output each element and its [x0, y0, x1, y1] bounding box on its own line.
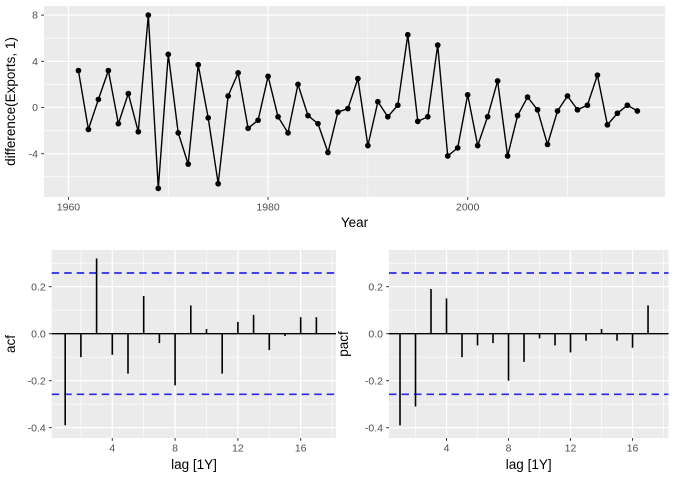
pacf-plot-area: 4 8 12 16 0.2 0.0 -0.2 -0.4 [365, 250, 669, 455]
data-point [165, 51, 172, 58]
x-tick-label: 8 [172, 443, 178, 455]
acf-plot-area: 4 8 12 16 0.2 0.0 -0.2 -0.4 [28, 250, 336, 455]
data-point [524, 94, 531, 100]
data-point [464, 91, 471, 98]
y-tick-label: 4 [32, 56, 38, 68]
data-point [624, 102, 631, 109]
data-point [504, 153, 511, 159]
y-tick-label: 0.0 [31, 328, 46, 340]
data-point [255, 117, 261, 124]
data-point [335, 109, 341, 115]
data-point [105, 67, 112, 74]
data-point [285, 130, 291, 136]
x-tick-label: 2000 [456, 202, 480, 214]
data-point [594, 72, 601, 79]
data-point [75, 67, 82, 74]
y-tick-label: 0.2 [368, 281, 383, 293]
data-point [544, 141, 551, 148]
y-tick-label: -0.2 [28, 375, 46, 387]
y-tick-label: 0.0 [368, 328, 383, 340]
data-point [145, 12, 152, 18]
data-point [205, 115, 212, 121]
timeseries-plot-area: 1960 1980 2000 8 4 0 -4 [29, 6, 665, 214]
timeseries-x-axis-title: Year [341, 215, 369, 230]
data-point [534, 106, 541, 113]
panel-background [51, 250, 336, 438]
data-point [444, 153, 451, 159]
data-point [634, 108, 641, 114]
pacf-x-axis-title: lag [1Y] [506, 457, 552, 472]
data-point [414, 118, 421, 125]
panel-background [389, 250, 669, 438]
acf-y-axis-title: acf [3, 335, 18, 353]
acf-chart: 4 8 12 16 0.2 0.0 -0.2 -0.4 acf lag [1Y] [3, 250, 336, 472]
data-point [295, 81, 301, 88]
data-point [315, 120, 321, 127]
x-tick-label: 12 [565, 443, 577, 455]
x-tick-label: 4 [109, 443, 115, 455]
acf-x-axis-title: lag [1Y] [171, 457, 217, 472]
x-tick-label: 12 [232, 443, 244, 455]
data-point [494, 78, 501, 84]
data-point [604, 121, 611, 128]
data-point [215, 180, 222, 187]
data-point [394, 102, 401, 109]
data-point [614, 110, 621, 117]
y-tick-label: 0.2 [31, 281, 46, 293]
y-tick-label: 8 [32, 10, 38, 22]
data-point [434, 42, 441, 48]
data-point [454, 145, 461, 151]
data-point [484, 113, 491, 120]
x-tick-label: 1980 [256, 202, 280, 214]
y-tick-label: -4 [29, 148, 38, 160]
x-tick-label: 4 [444, 443, 450, 455]
data-point [185, 161, 192, 167]
y-tick-label: -0.4 [28, 422, 46, 434]
data-point [375, 98, 381, 105]
data-point [424, 113, 431, 120]
timeseries-chart: 1960 1980 2000 8 4 0 -4 difference(Exports, 1)… [3, 6, 665, 230]
x-tick-label: 1960 [57, 202, 81, 214]
data-point [574, 106, 581, 113]
data-point [514, 112, 521, 119]
data-point [305, 112, 311, 119]
data-point [175, 130, 182, 136]
x-tick-label: 8 [506, 443, 512, 455]
data-point [155, 185, 162, 192]
data-point [384, 113, 391, 120]
pacf-chart: 4 8 12 16 0.2 0.0 -0.2 -0.4 pacf lag [1Y] [336, 250, 669, 472]
data-point [265, 73, 271, 80]
data-point [345, 105, 351, 112]
data-point [115, 120, 122, 127]
data-point [275, 113, 281, 120]
y-tick-label: 0 [32, 102, 38, 114]
data-point [474, 142, 481, 149]
panel-background [44, 6, 665, 197]
x-tick-label: 16 [627, 443, 639, 455]
data-point [235, 70, 241, 76]
data-point [564, 93, 571, 99]
data-point [584, 102, 591, 109]
data-point [355, 75, 361, 82]
data-point [195, 61, 202, 68]
data-point [365, 142, 371, 149]
data-point [325, 149, 331, 156]
timeseries-y-axis-title: difference(Exports, 1) [3, 37, 18, 166]
data-point [225, 93, 231, 99]
y-tick-label: -0.4 [365, 422, 383, 434]
data-point [95, 96, 102, 103]
data-point [245, 125, 251, 132]
data-point [135, 128, 142, 135]
pacf-y-axis-title: pacf [336, 331, 351, 357]
data-point [125, 90, 132, 97]
data-point [85, 126, 92, 133]
data-point [554, 108, 561, 114]
data-point [404, 31, 411, 38]
y-tick-label: -0.2 [365, 375, 383, 387]
x-tick-label: 16 [295, 443, 307, 455]
